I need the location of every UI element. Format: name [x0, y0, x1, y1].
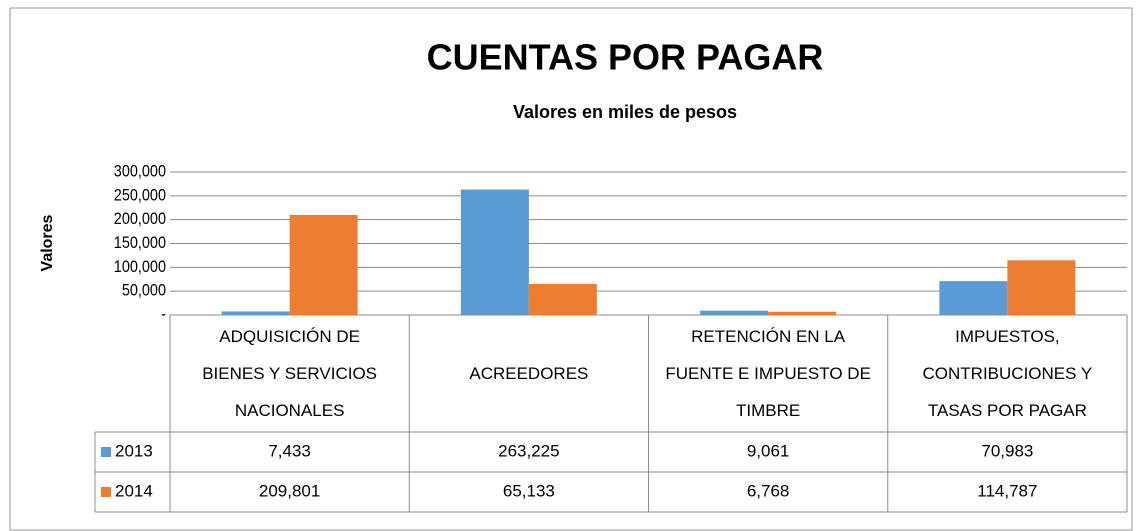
- chart-title: CUENTAS POR PAGAR: [427, 37, 824, 78]
- bar: [939, 281, 1008, 315]
- bar: [768, 311, 837, 315]
- bar: [289, 214, 358, 315]
- x-tick-label: ADQUISICIÓN DE BIENES Y SERVICIOS NACION…: [202, 327, 378, 420]
- legend-swatch: [101, 487, 111, 497]
- legend-swatch: [101, 447, 111, 457]
- bar: [528, 283, 597, 315]
- data-label: 9,061: [747, 441, 790, 460]
- bar: [221, 311, 290, 315]
- chart-border: [9, 7, 1133, 531]
- bar: [700, 310, 769, 315]
- y-tick-label: 50,000: [122, 282, 166, 300]
- y-tick-label: 250,000: [114, 186, 166, 204]
- y-tick-label: 300,000: [114, 162, 166, 180]
- y-tick-label: -: [161, 305, 166, 323]
- data-label: 263,225: [498, 441, 559, 460]
- x-tick-label: IMPUESTOS, CONTRIBUCIONES Y TASAS POR PA…: [922, 327, 1093, 420]
- y-tick-label: 200,000: [114, 210, 166, 228]
- legend-label: 2013: [115, 441, 153, 460]
- data-label: 6,768: [747, 481, 790, 500]
- data-label: 65,133: [503, 481, 555, 500]
- y-tick-label: 100,000: [114, 258, 166, 276]
- y-axis-label: Valores: [39, 214, 56, 271]
- bar: [460, 189, 529, 315]
- bar: [1007, 260, 1076, 315]
- chart-subtitle: Valores en miles de pesos: [513, 102, 737, 122]
- data-label: 114,787: [977, 481, 1037, 500]
- data-label: 209,801: [259, 481, 320, 500]
- data-label: 70,983: [981, 441, 1033, 460]
- y-tick-label: 150,000: [114, 234, 166, 252]
- data-label: 7,433: [268, 441, 311, 460]
- x-tick-label: RETENCIÓN EN LA FUENTE E IMPUESTO DE TIM…: [665, 327, 871, 420]
- x-tick-label: ACREEDORES: [469, 364, 589, 383]
- legend-label: 2014: [115, 481, 153, 500]
